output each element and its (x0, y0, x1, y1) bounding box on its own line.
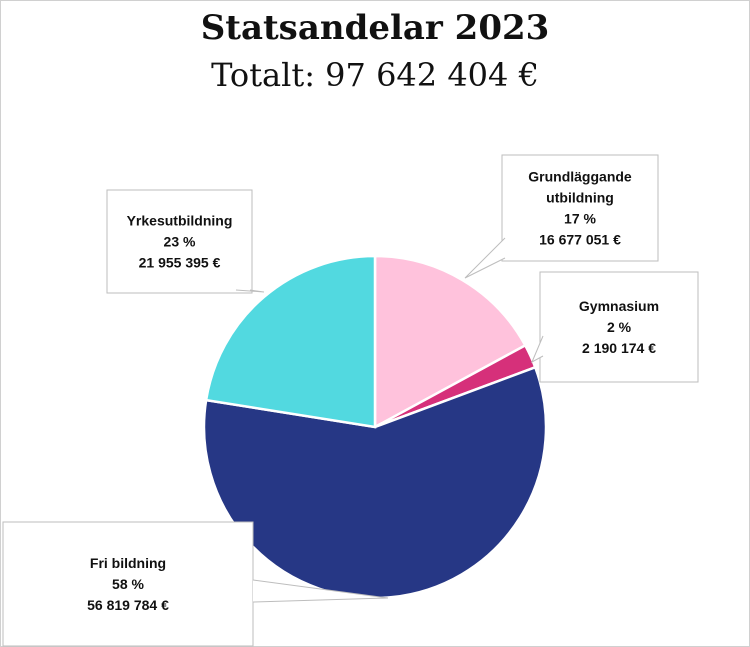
callout-pointer (235, 289, 265, 293)
pie-slice-grundl-ggande-utbildning (373, 254, 527, 430)
slice-percent: 58 % (112, 576, 144, 592)
slice-label: utbildning (546, 190, 614, 206)
chart-subtitle: Totalt: 97 642 404 € (211, 56, 539, 94)
callout-pointer (252, 579, 389, 603)
callout-grundl-ggande-utbildning: Grundläggande utbildning 17 % 16 677 051 € (464, 154, 659, 279)
slice-label: Gymnasium (579, 298, 659, 314)
slice-label: Yrkesutbildning (127, 213, 233, 229)
callout-pointer (530, 335, 544, 364)
callout-box (539, 271, 699, 383)
callout-fri-bildning: Fri bildning 58 % 56 819 784 € (2, 521, 389, 647)
callout-box (501, 154, 659, 262)
callout-yrkesutbildning: Yrkesutbildning 23 % 21 955 395 € (106, 189, 265, 294)
callout-gymnasium: Gymnasium 2 % 2 190 174 € (530, 271, 699, 383)
pie-slice-fri-bildning (202, 365, 548, 600)
chart-title: Statsandelar 2023 (200, 8, 550, 48)
slice-label: Fri bildning (90, 555, 166, 571)
slice-value: 16 677 051 € (539, 232, 621, 248)
slice-label: Grundläggande (528, 169, 632, 185)
callout-box (106, 189, 253, 294)
slice-value: 2 190 174 € (582, 340, 656, 356)
callout-box (2, 521, 254, 647)
slice-percent: 17 % (564, 211, 596, 227)
callout-pointer (464, 237, 506, 279)
slice-percent: 2 % (607, 319, 632, 335)
pie-slice-yrkesutbildning (204, 254, 377, 429)
slice-percent: 23 % (164, 234, 196, 250)
slice-value: 56 819 784 € (87, 597, 169, 613)
slice-value: 21 955 395 € (139, 255, 221, 271)
